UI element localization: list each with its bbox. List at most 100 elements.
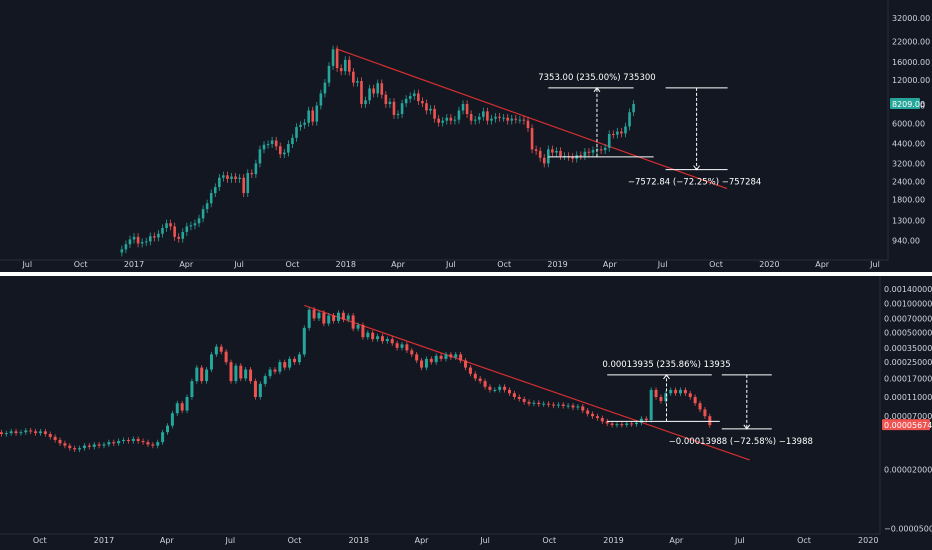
time-tick-label: Jul (445, 260, 456, 269)
candle-body (230, 176, 233, 180)
top-trendline-group (335, 48, 728, 190)
candle-body (502, 117, 505, 119)
top-panel: 7353.00 (235.00%) 735300 −7572.84 (−72.2… (0, 0, 930, 269)
candle-body (408, 96, 412, 99)
price-tick-label: 32000.00 (892, 14, 930, 23)
bottom-price-axis[interactable]: 0.00140000 0.00100000 0.00070000 0.00050000… (884, 285, 932, 533)
candle-body (341, 312, 345, 320)
candle-body (498, 116, 501, 118)
time-tick-label: 2019 (547, 260, 567, 269)
bottom-panel: 0.00013935 (235.86%) 13935 −0.00013988 (… (0, 276, 932, 545)
candle-body (542, 403, 546, 405)
candle-body (611, 134, 615, 136)
candle-body (173, 226, 176, 237)
candle-body (599, 149, 603, 151)
candle-body (600, 418, 604, 422)
candle-body (336, 312, 340, 321)
top-trendline[interactable] (335, 48, 728, 190)
candle-body (465, 104, 469, 115)
candle-body (141, 441, 145, 443)
candle-body (425, 103, 428, 111)
candle-body (307, 110, 310, 123)
candle-body (153, 236, 156, 238)
candle-body (434, 355, 438, 363)
candle-body (507, 389, 511, 394)
candle-body (532, 402, 536, 404)
candle-body (157, 233, 160, 238)
candle-body (185, 397, 189, 411)
candle-body (128, 239, 132, 245)
candle-body (170, 413, 174, 426)
candle-body (586, 410, 590, 414)
candle-body (200, 367, 204, 382)
candle-body (493, 389, 497, 391)
price-tick-label: 6000.00 (892, 120, 925, 129)
candle-body (624, 126, 627, 134)
time-tick-label: 2017 (124, 260, 144, 269)
candle-body (566, 405, 570, 407)
candle-body (620, 424, 624, 426)
candle-body (678, 389, 682, 394)
candle-body (166, 425, 170, 433)
candle-body (34, 431, 38, 434)
candle-body (161, 432, 165, 443)
candle-body (29, 430, 33, 432)
candle-body (404, 98, 408, 104)
candle-body (708, 416, 712, 426)
candle-body (332, 315, 336, 321)
time-tick-label: Jul (233, 260, 244, 269)
candle-body (0, 432, 3, 435)
price-tick-label: 22000.00 (892, 38, 930, 47)
candle-body (132, 236, 136, 240)
candle-body (429, 108, 432, 111)
bot-trendline[interactable] (304, 304, 750, 461)
candle-body (376, 336, 380, 340)
candle-body (209, 193, 213, 204)
candle-body (107, 442, 111, 445)
candle-body (400, 344, 404, 348)
candle-body (605, 421, 609, 424)
bottom-last-price-marker: 0.00005674 (882, 419, 932, 431)
time-tick-label: Jul (21, 260, 32, 269)
candle-body (249, 369, 253, 382)
candle-body (120, 249, 124, 253)
price-tick-label: 3200.00 (892, 159, 925, 168)
candle-body (63, 443, 67, 446)
candle-body (315, 105, 319, 122)
candle-body (449, 354, 453, 358)
candle-body (482, 111, 485, 117)
time-tick-label: Apr (669, 536, 684, 545)
candle-body (331, 49, 335, 66)
candle-body (420, 360, 424, 368)
top-time-axis[interactable]: Jul Oct 2017 Apr Jul Oct 2018 Apr Jul Oct 2019 Apr J… (21, 260, 879, 269)
time-tick-label: Oct (542, 536, 556, 545)
candle-body (454, 354, 458, 358)
candle-body (195, 367, 199, 382)
candle-body (283, 152, 286, 155)
candle-body (253, 381, 257, 398)
candle-body (312, 309, 316, 319)
top-last-price-box (890, 97, 920, 109)
price-tick-label: 0.00025000 (884, 358, 932, 367)
candle-body (278, 362, 282, 372)
candle-body (14, 431, 18, 434)
candle-body (522, 119, 526, 121)
candle-body (632, 103, 635, 113)
price-tick-label: −0.00005000 (884, 524, 932, 533)
top-rise-label: 7353.00 (235.00%) 735300 (538, 73, 655, 83)
candle-body (258, 149, 262, 164)
panel-divider[interactable] (0, 272, 932, 276)
candle-body (364, 100, 367, 105)
time-tick-label: Oct (286, 260, 300, 269)
candle-body (415, 354, 419, 361)
candle-body (635, 422, 639, 425)
candle-body (559, 150, 562, 156)
candle-body (483, 381, 487, 387)
candle-body (283, 362, 287, 368)
candle-body (461, 104, 465, 111)
candle-body (683, 389, 687, 394)
candle-body (571, 405, 575, 408)
bottom-time-axis[interactable]: Oct 2017 Apr Jul Oct 2018 Apr Jul Oct 2019 Apr Jul O… (33, 536, 879, 545)
candle-body (165, 223, 168, 229)
candle-body (644, 418, 648, 421)
